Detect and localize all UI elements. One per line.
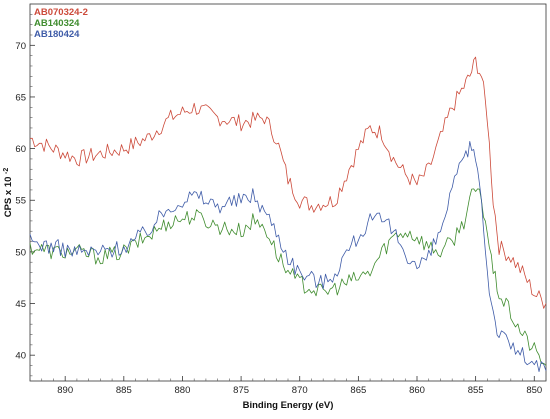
legend-entry-ab070324-2: AB070324-2: [34, 7, 88, 18]
y-axis-title-main: CPS x 10: [3, 177, 14, 218]
y-tick-label: 40: [15, 351, 26, 362]
x-tick-label: 865: [350, 385, 366, 396]
y-axis: 40 45 50 55 60 65 70: [15, 3, 35, 377]
x-tick-label: 850: [526, 385, 542, 396]
x-axis-title: Binding Energy (eV): [243, 400, 334, 411]
y-tick-label: 55: [15, 196, 26, 207]
x-tick-label: 885: [116, 385, 132, 396]
x-axis: 890 885 880 875 870 865 860 855 850: [29, 376, 547, 396]
series-line-ab140324: [29, 188, 547, 366]
y-axis-title: CPS x 10 -2: [3, 168, 15, 218]
x-tick-label: 860: [409, 385, 425, 396]
legend-entry-ab140324: AB140324: [34, 18, 80, 29]
y-tick-label: 70: [15, 41, 26, 52]
series-line-ab070324-2: [29, 56, 547, 309]
x-tick-label: 855: [468, 385, 484, 396]
series-lines: [29, 56, 547, 373]
y-tick-label: 60: [15, 144, 26, 155]
y-tick-label: 65: [15, 92, 26, 103]
y-axis-title-exponent: -2: [3, 168, 10, 174]
x-tick-label: 875: [233, 385, 249, 396]
y-tick-label: 45: [15, 299, 26, 310]
legend-entry-ab180424: AB180424: [34, 29, 80, 40]
series-line-ab180424: [29, 140, 547, 373]
x-tick-label: 870: [292, 385, 308, 396]
x-tick-label: 890: [57, 385, 73, 396]
y-tick-label: 50: [15, 247, 26, 258]
x-tick-label: 880: [175, 385, 191, 396]
